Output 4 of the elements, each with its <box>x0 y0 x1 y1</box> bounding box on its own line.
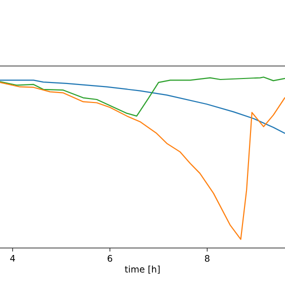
x-tick-label: 4 <box>10 255 15 262</box>
x-tick-label: 6 <box>108 255 112 262</box>
x-axis-title: time [h] <box>124 266 160 274</box>
x-tick-label: 8 <box>204 255 210 262</box>
